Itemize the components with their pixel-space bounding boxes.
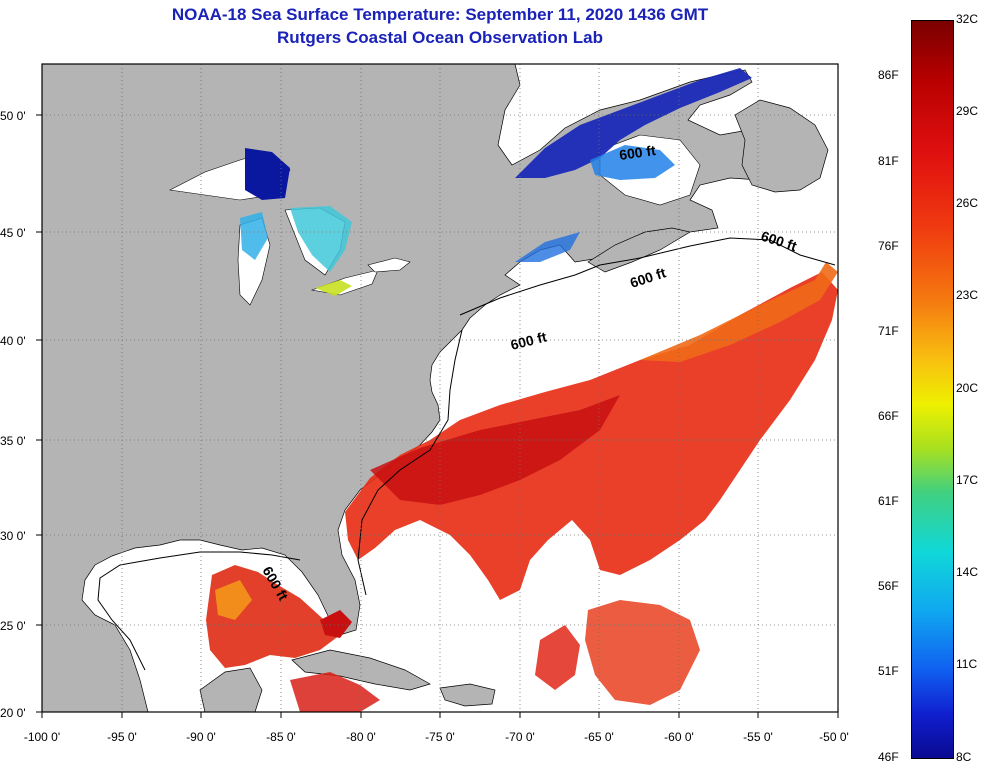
sst-lake-michigan [240, 212, 268, 260]
lon-label: -100 0' [24, 730, 60, 744]
sst-st-lawrence-cold [515, 68, 752, 178]
lake-ontario [367, 257, 411, 273]
colorbar-celsius-label: 17C [956, 473, 979, 487]
graticule [42, 64, 838, 712]
isobath-600ft-south [357, 329, 463, 596]
lat-label: 45 0' [0, 226, 26, 240]
sst-caribbean [290, 672, 380, 712]
colorbar-celsius-label: 32C [956, 12, 979, 26]
sst-northern-edge-warm [640, 262, 838, 362]
sst-gulf-stream-core [370, 395, 620, 505]
colorbar-celsius-label: 23C [956, 288, 979, 302]
colorbar-fahrenheit-label: 51F [878, 664, 899, 678]
map-subtitle: Rutgers Coastal Ocean Observation Lab [277, 28, 603, 47]
colorbar-celsius-label: 20C [956, 381, 979, 395]
lon-label: -70 0' [505, 730, 535, 744]
lat-label: 30 0' [0, 529, 26, 543]
lon-label: -55 0' [743, 730, 773, 744]
colorbar-fahrenheit-label: 56F [878, 579, 899, 593]
lon-label: -85 0' [266, 730, 296, 744]
sst-lake-superior-cold [245, 148, 290, 200]
lon-label: -95 0' [107, 730, 137, 744]
sst-sargasso [585, 600, 700, 705]
colorbar-fahrenheit-label: 86F [878, 68, 899, 82]
axis-ticks [36, 114, 839, 718]
colorbar-fahrenheit-label: 46F [878, 750, 899, 764]
colorbar-celsius-label: 11C [956, 657, 978, 671]
sst-lake-huron [290, 206, 352, 272]
colorbar-celsius-label: 14C [956, 565, 979, 579]
colorbar-fahrenheit-label: 71F [878, 324, 899, 338]
sst-gulf-orange [215, 580, 252, 620]
sst-st-lawrence-mid [590, 145, 675, 180]
lat-label: 40 0' [0, 334, 26, 348]
sst-gulf-maine-cool [515, 232, 580, 262]
temperature-colorbar [911, 20, 954, 759]
lon-label: -65 0' [584, 730, 614, 744]
lon-label: -75 0' [425, 730, 455, 744]
map-title: NOAA-18 Sea Surface Temperature: Septemb… [171, 5, 709, 24]
colorbar-fahrenheit-label: 66F [878, 409, 899, 423]
colorbar-fahrenheit-label: 76F [878, 239, 899, 253]
isobath-600ft-atlantic [459, 237, 836, 316]
isobath-600ft-gulf [97, 551, 301, 671]
colorbar-celsius-label: 29C [956, 104, 979, 118]
lat-label: 35 0' [0, 434, 26, 448]
lon-label: -60 0' [664, 730, 694, 744]
land-hispaniola [439, 683, 496, 707]
colorbar-fahrenheit-label: 61F [878, 494, 899, 508]
lon-label: -90 0' [186, 730, 216, 744]
colorbar-celsius-label: 8C [956, 750, 972, 764]
sst-western-atlantic [535, 625, 580, 690]
colorbar-fahrenheit-label: 81F [878, 154, 899, 168]
lat-label: 50 0' [0, 109, 26, 123]
lat-label: 20 0' [0, 706, 26, 720]
sst-florida-keys [320, 610, 352, 638]
sst-lake-erie [315, 280, 352, 296]
lon-label: -80 0' [346, 730, 376, 744]
contour-label: 600 ft [618, 142, 657, 163]
lat-label: 25 0' [0, 619, 26, 633]
lon-label: -50 0' [819, 730, 849, 744]
colorbar-celsius-label: 26C [956, 196, 979, 210]
